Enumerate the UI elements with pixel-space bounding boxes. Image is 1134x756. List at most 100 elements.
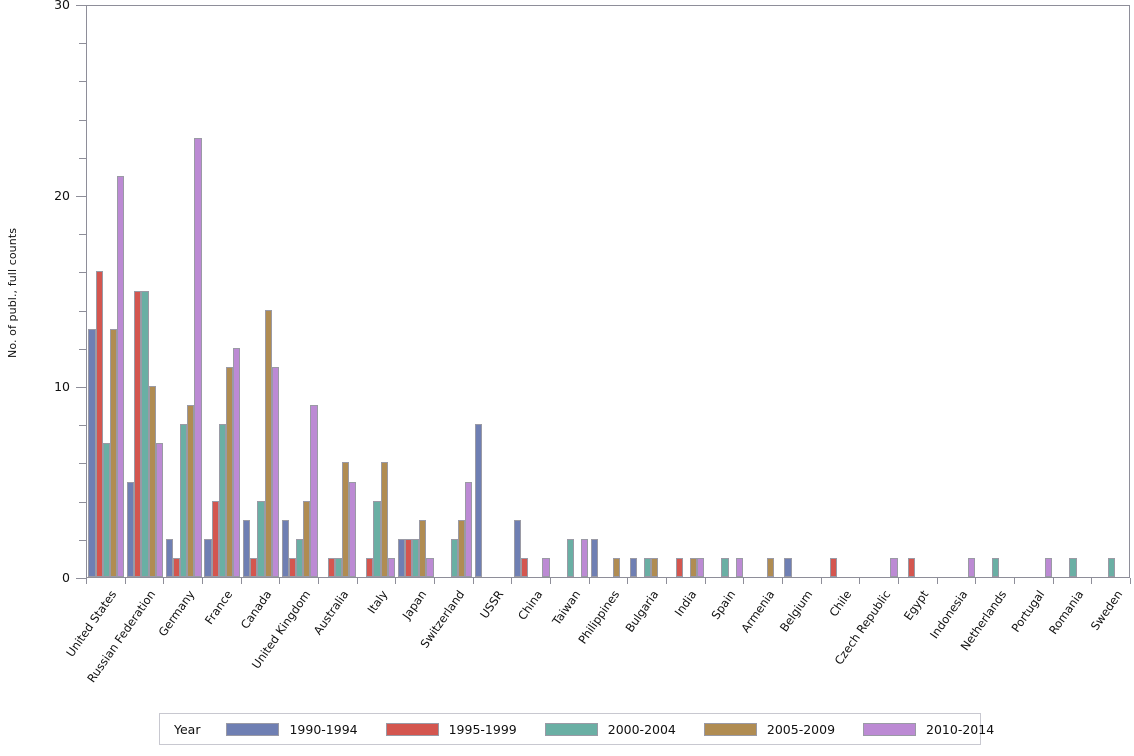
- bar: [967, 557, 975, 577]
- legend-item[interactable]: 1990-1994: [226, 721, 358, 737]
- x-axis-tick: [86, 578, 87, 584]
- bar-group: [359, 6, 395, 577]
- bar: [109, 328, 118, 577]
- legend-label: 2010-2014: [926, 721, 995, 737]
- legend-item[interactable]: 2010-2014: [863, 722, 994, 737]
- bar: [457, 519, 466, 577]
- bar: [271, 366, 279, 577]
- x-axis-tick: [318, 578, 319, 584]
- legend-swatch: [863, 722, 917, 736]
- x-axis-label-text: Italy: [364, 587, 391, 617]
- bar: [629, 557, 637, 577]
- y-axis-tick-minor: [79, 43, 86, 45]
- x-axis-label-text: USSR: [477, 587, 507, 622]
- bar: [165, 538, 173, 577]
- x-axis-tick: [666, 578, 667, 584]
- bar: [1108, 557, 1116, 577]
- x-axis-label-text: Germany: [155, 587, 197, 639]
- bar: [419, 519, 427, 577]
- bar: [566, 538, 574, 577]
- x-axis-label-text: Bulgaria: [622, 587, 661, 635]
- bar: [735, 557, 743, 577]
- y-axis-tick-minor: [79, 310, 86, 312]
- y-axis-tick-minor: [79, 463, 86, 465]
- x-axis-tick: [704, 578, 706, 584]
- x-axis-label-text: Russian Federation: [84, 587, 159, 686]
- legend-label: 2005-2009: [766, 721, 836, 737]
- x-axis-tick: [627, 578, 629, 584]
- legend-label: 1995-1999: [448, 721, 517, 737]
- bar: [513, 519, 521, 577]
- legend-swatch: [544, 722, 598, 736]
- x-axis-tick: [1130, 578, 1131, 584]
- x-axis-tick: [1014, 578, 1015, 584]
- bar: [349, 481, 357, 577]
- legend-label: 1990-1994: [289, 721, 358, 737]
- y-axis-tick-label: 20: [54, 188, 70, 203]
- bar-group: [784, 6, 820, 577]
- x-axis-label-text: Japan: [399, 587, 429, 622]
- bar-group: [475, 6, 511, 577]
- x-axis-label-text: Egypt: [901, 587, 932, 623]
- x-axis-tick: [124, 578, 126, 584]
- legend-item[interactable]: 2000-2004: [544, 721, 676, 737]
- x-axis-tick: [1091, 578, 1093, 584]
- bar: [117, 175, 125, 577]
- y-axis-tick-label: 30: [54, 0, 70, 12]
- legend-item[interactable]: 1995-1999: [385, 721, 517, 737]
- bar-group: [978, 6, 1014, 577]
- bar-group: [668, 6, 705, 577]
- bar: [373, 500, 381, 577]
- bar-group: [591, 6, 627, 577]
- y-axis-tick-major: [76, 578, 86, 579]
- bar: [225, 366, 234, 577]
- bar-group: [436, 6, 473, 577]
- bar-group: [823, 6, 859, 577]
- legend-swatch: [703, 722, 757, 736]
- y-axis-tick-major: [76, 387, 86, 388]
- bar: [644, 557, 652, 577]
- x-axis-tick: [356, 578, 358, 584]
- bar: [591, 538, 599, 577]
- x-axis-label-text: Spain: [708, 587, 739, 622]
- legend-item[interactable]: 2005-2009: [703, 721, 836, 737]
- bar-group: [165, 6, 202, 577]
- x-axis-label-text: France: [202, 587, 236, 628]
- x-axis-tick: [279, 578, 281, 584]
- bar: [581, 538, 589, 577]
- bar: [651, 557, 659, 577]
- bar-group: [397, 6, 434, 577]
- x-axis-tick: [975, 578, 977, 584]
- bar-group: [1055, 6, 1091, 577]
- bar: [211, 500, 219, 577]
- y-axis-tick-minor: [79, 81, 86, 83]
- x-axis-label-text: China: [514, 587, 545, 623]
- bar-group: [127, 6, 163, 577]
- x-axis-label-text: India: [671, 587, 700, 619]
- bar: [721, 557, 729, 577]
- bar-group: [746, 6, 782, 577]
- bar: [992, 557, 1000, 577]
- bar-group: [88, 6, 125, 577]
- x-axis-label-text: Australia: [311, 587, 352, 638]
- bar: [233, 347, 241, 577]
- bar: [465, 481, 473, 577]
- legend-swatch: [385, 722, 439, 736]
- x-axis-label-text: Taiwan: [549, 587, 584, 628]
- x-axis-tick: [395, 578, 397, 584]
- bar: [218, 424, 226, 577]
- x-axis-tick: [202, 578, 203, 584]
- bar: [155, 443, 163, 577]
- x-axis-tick: [859, 578, 861, 584]
- x-axis-tick: [782, 578, 783, 584]
- x-axis-tick: [240, 578, 242, 584]
- legend-label: 2000-2004: [607, 721, 676, 737]
- bar-group: [281, 6, 318, 577]
- y-axis-tick-minor: [79, 348, 86, 350]
- bar: [890, 557, 898, 577]
- bar: [784, 557, 792, 577]
- bar: [366, 557, 374, 577]
- bar: [141, 290, 149, 577]
- bar-group: [629, 6, 666, 577]
